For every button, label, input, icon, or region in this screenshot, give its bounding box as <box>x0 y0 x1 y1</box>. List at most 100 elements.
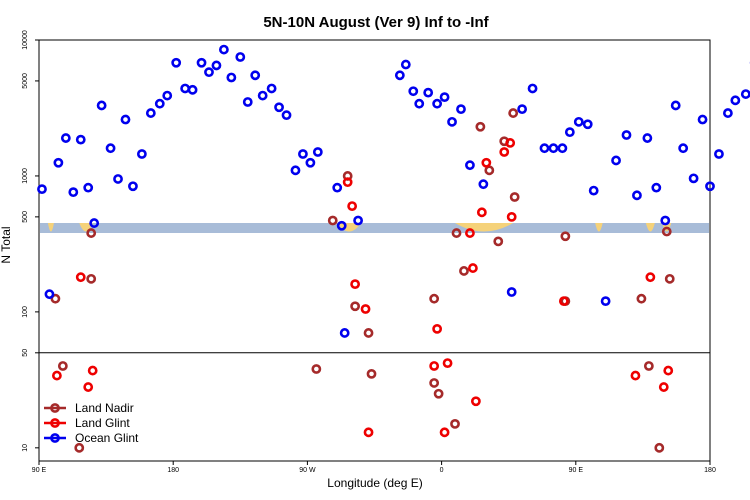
data-point <box>439 427 450 438</box>
data-point <box>714 149 724 159</box>
data-point <box>611 155 621 166</box>
data-point <box>53 157 64 168</box>
data-point <box>120 114 131 125</box>
data-point <box>145 108 156 118</box>
data-point <box>493 236 504 247</box>
data-point <box>730 95 741 106</box>
data-point <box>204 67 214 78</box>
data-point <box>456 104 466 115</box>
y-tick-label: 50 <box>22 349 29 357</box>
data-point <box>433 388 444 399</box>
data-point <box>506 211 517 222</box>
data-point <box>298 149 308 159</box>
data-point <box>476 207 487 218</box>
data-point <box>281 110 292 121</box>
data-point <box>527 83 538 94</box>
data-point <box>468 263 478 273</box>
data-point <box>654 442 665 453</box>
data-point <box>105 143 116 154</box>
data-point <box>499 147 510 157</box>
data-point <box>645 272 656 283</box>
data-point <box>600 296 611 307</box>
data-point <box>478 179 489 190</box>
y-tick-label: 100 <box>22 306 29 318</box>
land-mask-land <box>645 223 655 232</box>
data-point <box>86 273 97 284</box>
data-point <box>636 293 647 304</box>
data-point <box>187 84 198 95</box>
data-point <box>651 182 662 193</box>
data-point <box>60 133 71 143</box>
data-point <box>75 134 86 145</box>
data-point <box>558 296 569 307</box>
data-point <box>484 165 495 176</box>
data-point <box>451 228 462 238</box>
data-point <box>560 231 571 242</box>
data-point <box>274 102 284 113</box>
data-point <box>37 184 47 195</box>
data-point <box>196 57 207 68</box>
data-point <box>339 328 350 338</box>
data-point <box>83 382 94 392</box>
data-point <box>235 52 246 62</box>
data-point <box>257 90 268 101</box>
data-point <box>242 97 253 107</box>
data-point <box>74 442 85 453</box>
data-point <box>347 201 358 212</box>
data-point <box>481 157 492 168</box>
legend-swatch-marker <box>50 418 60 428</box>
data-point <box>705 181 715 192</box>
data-point <box>429 378 440 388</box>
data-point <box>722 108 733 118</box>
data-point <box>670 100 681 111</box>
data-point <box>57 361 68 371</box>
series-land-glint <box>51 138 674 438</box>
x-axis-label: Longitude (deg E) <box>327 476 422 490</box>
data-point <box>450 418 460 429</box>
data-point <box>660 215 671 226</box>
data-point <box>305 157 316 168</box>
data-point <box>470 396 481 407</box>
data-point <box>678 143 689 154</box>
data-point <box>50 293 61 304</box>
data-point <box>136 149 147 159</box>
y-tick-label: 1000 <box>22 168 29 184</box>
data-point <box>429 361 440 371</box>
x-axis-ticks: 90 E 180 90 W 0 90 E 180 <box>32 461 716 474</box>
legend-label: Land Nadir <box>75 401 134 415</box>
legend-item: Land Nadir <box>44 401 134 415</box>
data-point <box>96 100 107 111</box>
legend-item: Ocean Glint <box>44 431 139 445</box>
data-point <box>83 182 94 193</box>
data-point <box>548 143 559 154</box>
data-point <box>432 98 443 109</box>
data-point <box>465 160 475 171</box>
series-ocean-glint <box>37 44 750 338</box>
data-point <box>290 165 301 176</box>
data-point <box>311 364 322 374</box>
data-point <box>86 228 97 238</box>
data-point <box>363 328 374 338</box>
data-point <box>465 228 475 238</box>
chart-title: 5N-10N August (Ver 9) Inf to -Inf <box>263 14 489 31</box>
data-point <box>661 226 672 237</box>
data-point <box>582 119 593 130</box>
y-tick-label: 5000 <box>22 73 29 89</box>
legend-swatch-marker <box>50 433 60 443</box>
data-series <box>37 44 750 453</box>
plot-frame <box>38 39 711 462</box>
data-point <box>573 116 584 127</box>
data-point <box>128 181 138 192</box>
data-point <box>363 427 374 438</box>
land-mask-land <box>595 223 603 232</box>
data-point <box>740 89 750 99</box>
data-point <box>250 70 261 81</box>
data-point <box>75 272 86 283</box>
data-point <box>475 121 486 132</box>
x-tick-label: 90 E <box>569 467 584 474</box>
land-mask-land <box>47 223 54 232</box>
land-mask-band <box>40 223 709 233</box>
data-point <box>439 92 450 103</box>
